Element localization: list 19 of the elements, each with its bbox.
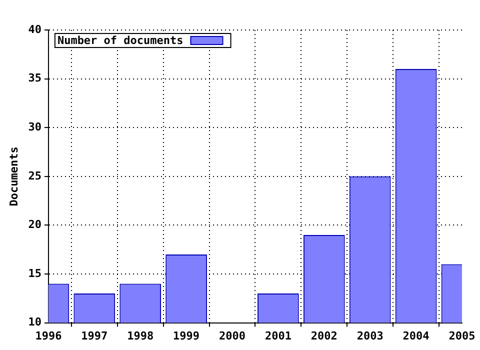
x-tick-label: 1999	[173, 329, 200, 342]
legend-label: Number of documents	[57, 34, 184, 47]
x-tick-label: 2003	[356, 329, 384, 342]
x-tick-label: 2001	[264, 329, 292, 342]
x-tick-label: 2000	[218, 329, 246, 342]
x-tick-label: 2004	[402, 329, 430, 342]
x-tick-label: 1998	[127, 329, 154, 342]
y-tick-label: 15	[28, 266, 42, 280]
y-tick-label: 40	[28, 22, 42, 36]
x-tick-label: 1997	[81, 329, 108, 342]
x-tick-label: 1996	[35, 329, 62, 342]
y-tick-label: 30	[28, 120, 42, 134]
y-tick-label: 10	[28, 316, 42, 329]
x-tick-label: 2002	[310, 329, 338, 342]
y-tick-label: 20	[28, 218, 42, 232]
y-tick-label: 35	[28, 72, 42, 85]
y-tick-label: 25	[28, 169, 42, 182]
y-axis-title: Documents	[7, 146, 20, 206]
x-tick-label: 2005	[448, 329, 476, 342]
